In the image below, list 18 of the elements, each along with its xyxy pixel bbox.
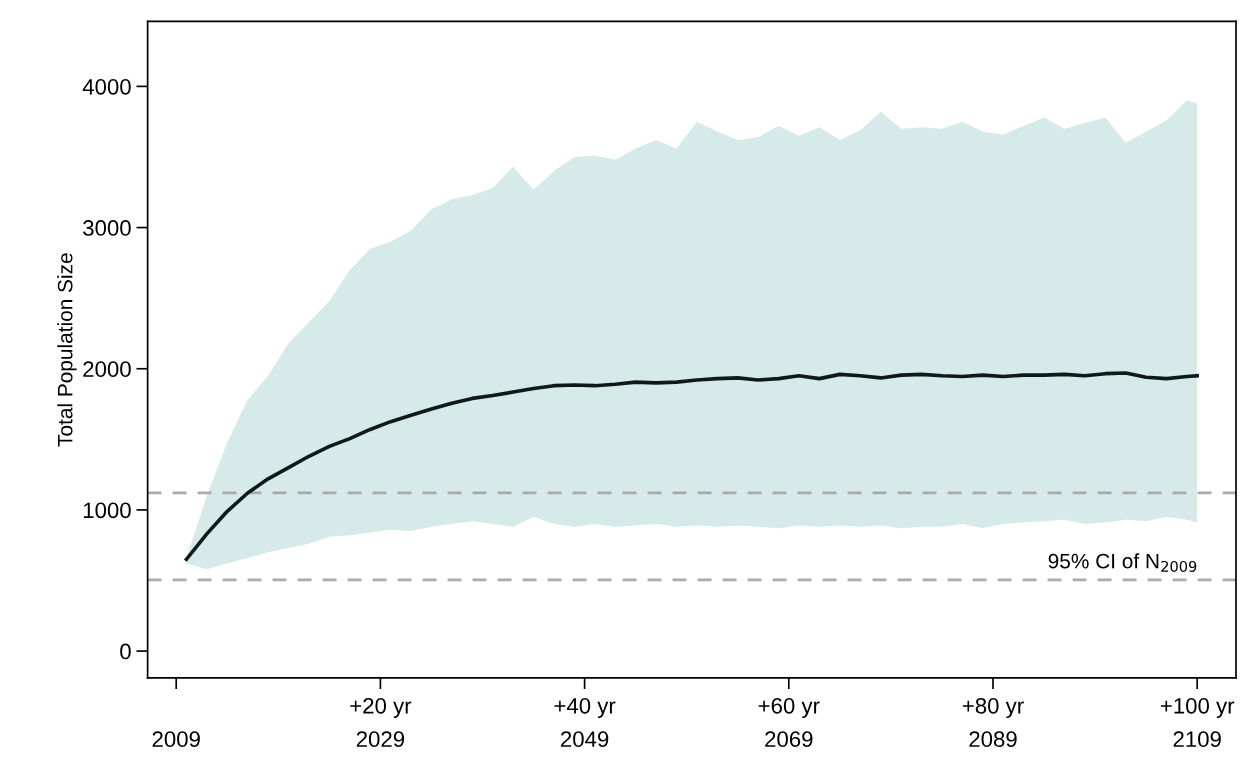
x2-tick-label: +80 yr xyxy=(962,697,1024,719)
y-axis-title: Total Population Size xyxy=(57,253,77,447)
x-tick-label: 2069 xyxy=(765,731,813,748)
x-tick-label: 2029 xyxy=(356,731,405,748)
x2-tick-label: +20 yr xyxy=(350,697,412,719)
y-tick-label: 3000 xyxy=(83,220,131,236)
x2-tick-label: +100 yr xyxy=(1160,697,1235,719)
x-tick-label: 2109 xyxy=(1173,731,1221,748)
y-tick-label: 2000 xyxy=(83,361,131,378)
y-tick-label: 4000 xyxy=(82,78,131,95)
x2-tick-label: +60 yr xyxy=(758,697,820,719)
annotation: 95% CI of N$_{2009}$ xyxy=(1048,553,1197,572)
x-tick-label: 2009 xyxy=(152,731,200,748)
y-tick-label: 0 xyxy=(120,643,131,660)
y-tick-label: 1000 xyxy=(83,502,131,519)
x-tick-label: 2049 xyxy=(561,731,609,748)
x2-tick-label: +40 yr xyxy=(554,697,616,719)
x-tick-label: 2089 xyxy=(969,731,1017,748)
